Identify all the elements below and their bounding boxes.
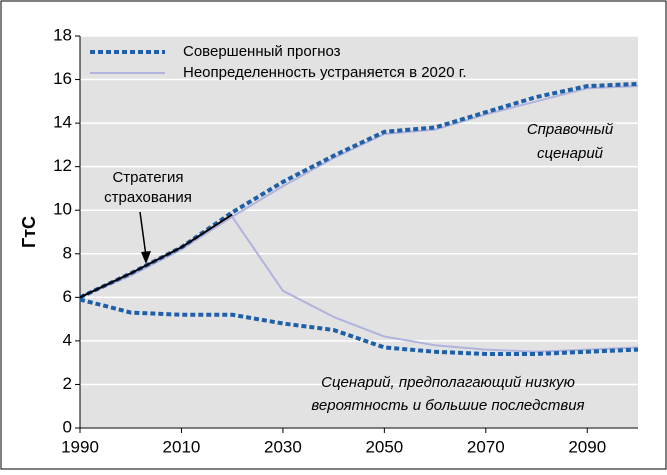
series-line (79, 81, 639, 300)
legend-label: Совершенный прогноз (183, 43, 341, 60)
annotation: вероятность и большие последствия (311, 397, 584, 414)
y-axis-label: ГтС (19, 216, 39, 248)
annotation: Стратегия (112, 169, 183, 186)
y-tick-label: 10 (53, 200, 72, 219)
y-tick-label: 18 (53, 25, 72, 44)
x-tick-label: 2010 (163, 437, 201, 456)
plot-area (80, 36, 638, 428)
y-tick-label: 8 (63, 243, 72, 262)
annotation: Сценарий, предполагающий низкую (321, 374, 575, 391)
y-tick-label: 14 (53, 113, 72, 132)
y-tick-label: 16 (53, 69, 72, 88)
series-line (79, 213, 233, 299)
x-tick-label: 1990 (61, 437, 99, 456)
x-tick-label: 2070 (467, 437, 505, 456)
x-tick-label: 2090 (568, 437, 606, 456)
annotation: Справочный (527, 121, 614, 138)
x-tick-label: 2050 (365, 437, 403, 456)
y-tick-label: 6 (63, 287, 72, 306)
y-tick-label: 4 (63, 330, 72, 349)
annotation: страхования (104, 189, 192, 206)
series-line (79, 297, 639, 356)
y-tick-label: 12 (53, 156, 72, 175)
series-line (231, 216, 639, 353)
annotation-arrowhead (141, 251, 151, 264)
y-tick-label: 0 (63, 417, 72, 436)
series-line (79, 85, 639, 299)
legend-label: Неопределенность устраняется в 2020 г. (183, 64, 467, 81)
annotation-arrow (139, 211, 147, 257)
annotation: сценарий (537, 145, 604, 162)
x-tick-label: 2030 (264, 437, 302, 456)
y-tick-label: 2 (63, 374, 72, 393)
